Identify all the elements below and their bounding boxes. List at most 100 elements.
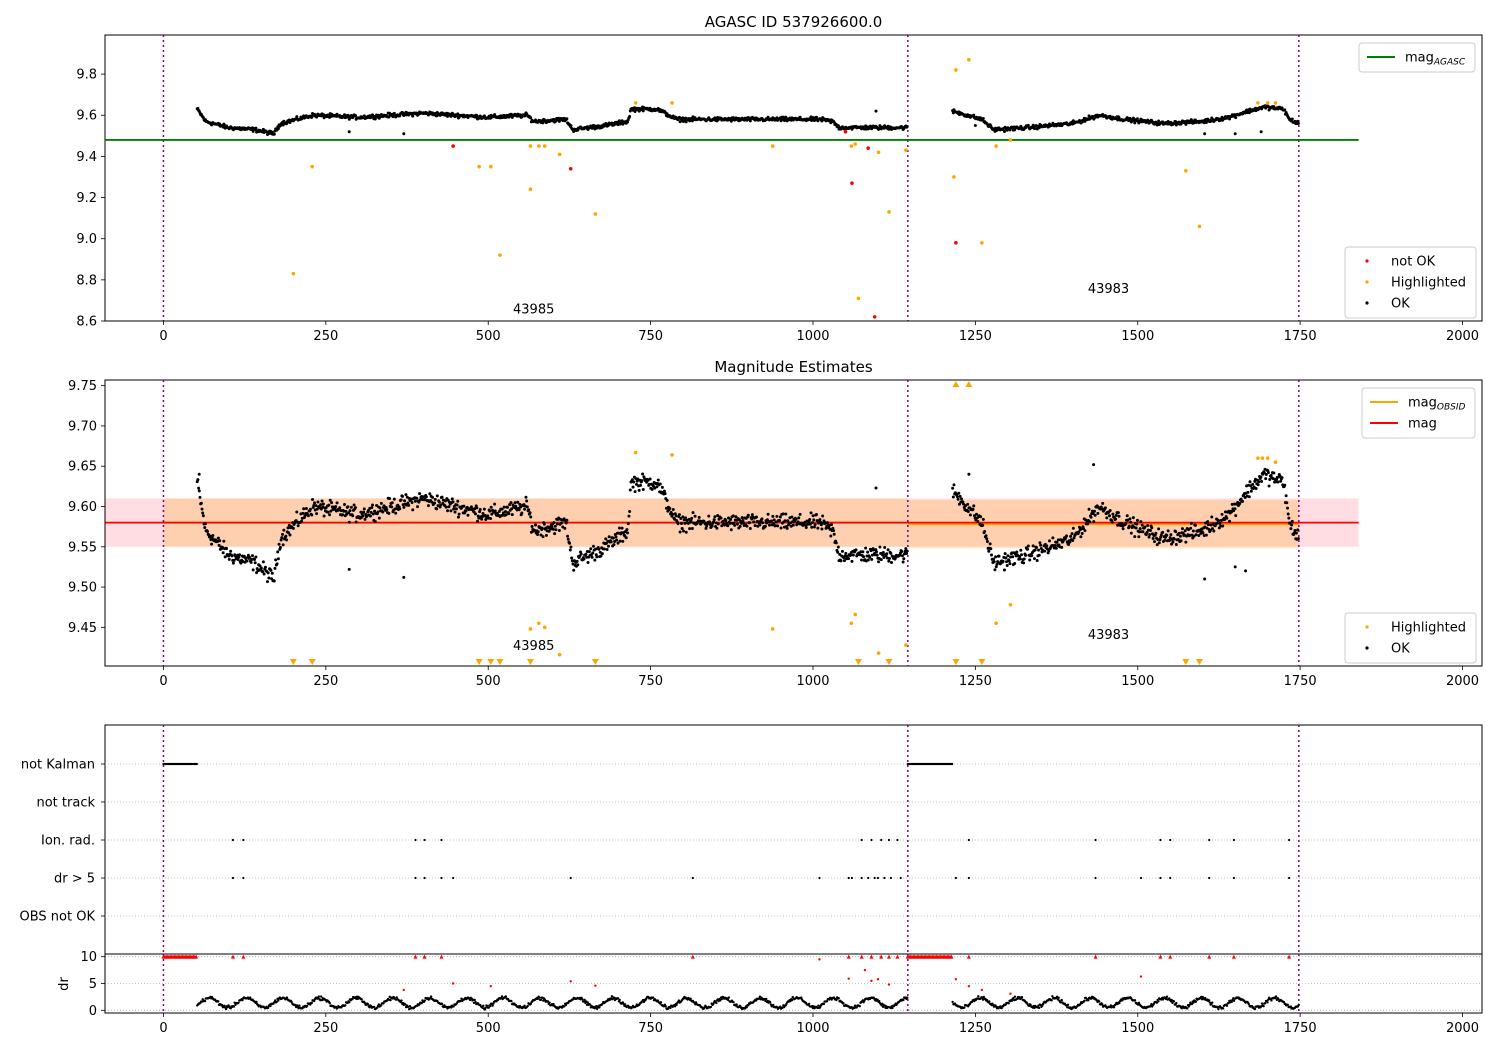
x-tick-label: 750 (638, 674, 663, 689)
ok-point (874, 109, 878, 113)
ok-point (684, 120, 688, 124)
ok-point (263, 565, 267, 569)
ok-point (866, 550, 870, 554)
ok-point (310, 513, 314, 517)
ok-point (547, 529, 551, 533)
ok-point (500, 507, 504, 511)
highlighted-point (887, 210, 891, 214)
ok-point (684, 530, 688, 534)
ok-point (343, 502, 347, 506)
highlighted-point (1184, 168, 1188, 173)
dr-capped-marker (1158, 954, 1163, 959)
ok-point (1233, 565, 1237, 569)
ok-point (1125, 514, 1129, 518)
ok-point (1037, 553, 1041, 557)
dr-point (1087, 999, 1090, 1002)
ok-point (715, 526, 719, 530)
ok-point (431, 495, 435, 499)
ok-point (1134, 526, 1138, 530)
ok-point (784, 512, 788, 516)
ok-point (665, 498, 669, 502)
ok-point (693, 514, 697, 518)
ok-point (877, 560, 881, 564)
ok-point (1183, 529, 1187, 533)
ok-point (315, 512, 319, 516)
ok-point (1218, 521, 1222, 525)
ok-point (476, 519, 480, 523)
ok-point (377, 516, 381, 520)
flag-point (1094, 838, 1097, 842)
ok-point (347, 567, 351, 571)
ok-point (326, 510, 330, 514)
ok-point (413, 499, 417, 503)
ok-point (510, 507, 514, 511)
ok-point (403, 499, 407, 503)
highlighted-point (1260, 456, 1265, 460)
ok-point (464, 509, 468, 513)
ok-point (530, 525, 534, 529)
ok-point (504, 513, 508, 517)
ok-point (958, 494, 962, 498)
ok-point (295, 115, 299, 119)
highlighted-below-marker (885, 659, 893, 665)
ok-point (453, 510, 457, 514)
ok-point (203, 522, 207, 526)
highlighted-point (980, 241, 984, 245)
x-tick-label: 500 (476, 329, 501, 344)
ok-point (1002, 568, 1006, 572)
ok-point (301, 511, 305, 515)
ok-point (750, 513, 754, 517)
dr-point (1274, 995, 1278, 998)
highlighted-below-marker (308, 659, 316, 665)
ok-point (1296, 528, 1300, 532)
x-tick-label: 1250 (959, 674, 992, 689)
dr-point (1230, 1000, 1233, 1004)
dr-point (1029, 1003, 1032, 1007)
ok-point (1079, 535, 1083, 539)
panel-magnitude-estimates: 0 250 500 750 1000 1250 1500 1750 20009.459.509.… (68, 379, 1483, 689)
highlighted-point (1008, 602, 1013, 607)
ok-point (553, 532, 557, 536)
dr-point (627, 1004, 630, 1008)
dr-red-point (1009, 992, 1012, 995)
ok-point (742, 521, 746, 525)
dr-point (1232, 999, 1236, 1002)
ok-point (272, 132, 276, 136)
ok-point (1193, 523, 1197, 527)
flag-point (1139, 876, 1143, 880)
dr-point (669, 1006, 672, 1010)
ok-point (1054, 546, 1058, 550)
ok-point (887, 557, 891, 561)
ok-point (1135, 117, 1139, 121)
ok-point (316, 500, 320, 504)
ok-point (1121, 527, 1125, 531)
ok-point (527, 508, 531, 512)
dr-red-point (451, 982, 455, 985)
ok-point (1279, 479, 1283, 483)
ok-point (435, 494, 439, 498)
ok-point (246, 553, 250, 557)
highlighted-point (770, 627, 775, 631)
x-tick-label: 2000 (1446, 674, 1479, 689)
legend-label: mag (1408, 417, 1437, 432)
ok-point (1071, 526, 1075, 530)
ok-point (488, 509, 492, 513)
legend-dot-marker (1365, 259, 1369, 263)
ok-point (327, 503, 331, 507)
highlighted-below-marker (487, 659, 495, 665)
dr-point (379, 1004, 383, 1007)
ok-point (275, 562, 279, 566)
ok-point (287, 531, 291, 535)
highlighted-point (1273, 460, 1278, 464)
ok-point (630, 478, 634, 482)
ok-point (1047, 549, 1051, 553)
dr-point (1010, 999, 1014, 1002)
ok-point (418, 498, 422, 502)
ok-point (966, 502, 970, 506)
ok-point (1238, 501, 1242, 505)
ok-point (905, 549, 909, 553)
dr-point (878, 999, 881, 1003)
flag-point (860, 838, 863, 842)
ok-point (1096, 511, 1100, 515)
x-tick-label: 0 (159, 1021, 167, 1036)
